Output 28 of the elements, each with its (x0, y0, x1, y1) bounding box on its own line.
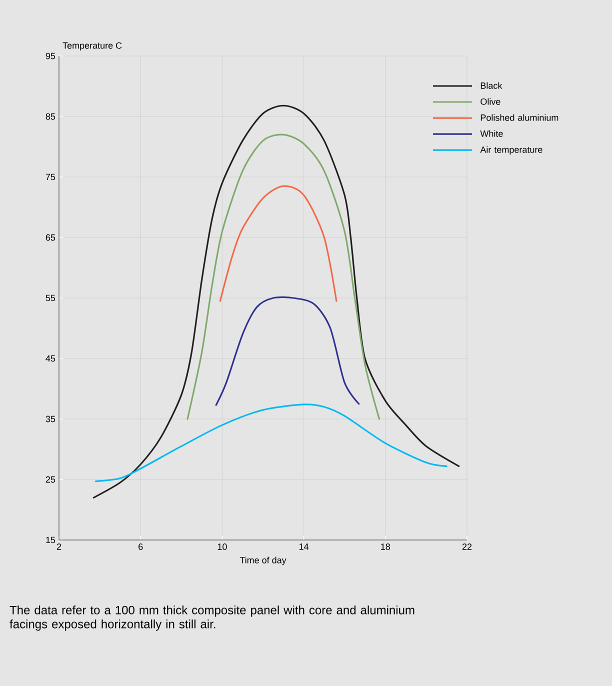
x-tick-label: 6 (138, 544, 143, 550)
y-tick-label: 45 (46, 355, 56, 362)
x-tick-label: 22 (462, 544, 472, 550)
legend-label: Polished aluminium (480, 114, 558, 121)
y-tick-label: 95 (46, 52, 56, 60)
x-tick-label: 14 (299, 544, 309, 550)
text: The data refer to a 100 mm thick composite panel with core and aluminium facings exposed horizontally in still air. (10, 606, 414, 631)
y-tick-label: 65 (46, 234, 56, 241)
y-axis-title: Temperature C (62, 42, 122, 50)
x-tick-label: 2 (56, 544, 62, 550)
legend-label: Air temperature (480, 146, 542, 155)
x-tick-label: 10 (218, 544, 227, 550)
y-tick-label: 85 (46, 113, 56, 120)
legend-label: Olive (480, 98, 500, 105)
line-series (186, 134, 380, 420)
y-tick-label: 25 (46, 476, 56, 483)
line-series (215, 296, 360, 406)
x-axis-title: Time of day (240, 556, 286, 566)
x-tick-label: 18 (381, 544, 390, 550)
y-tick-label: 75 (46, 174, 56, 180)
legend-label: White (480, 130, 503, 137)
y-tick-label: 35 (46, 416, 56, 422)
y-tick-label: 55 (46, 294, 56, 302)
line-series (92, 104, 460, 498)
line-series (94, 404, 448, 482)
y-tick-label: 15 (46, 536, 56, 544)
line-series (219, 185, 338, 302)
legend-label: Black (480, 82, 502, 89)
